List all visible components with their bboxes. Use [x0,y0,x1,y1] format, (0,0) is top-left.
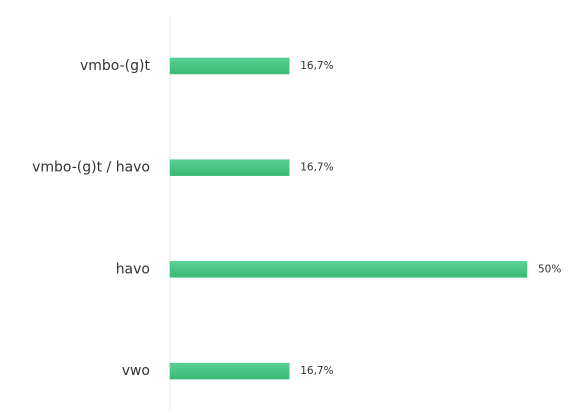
bar [169,159,290,176]
bar [169,57,290,75]
value-label: 16,7% [300,60,333,72]
category-label: vwo [122,363,150,379]
category-label: vmbo-(g)t [80,58,150,74]
value-label: 16,7% [300,365,333,377]
bar [169,261,528,278]
category-label: vmbo-(g)t / havo [32,160,150,176]
bar [169,362,290,380]
category-label: havo [116,261,150,277]
value-label: 50% [538,263,561,275]
value-label: 16,7% [300,162,333,174]
